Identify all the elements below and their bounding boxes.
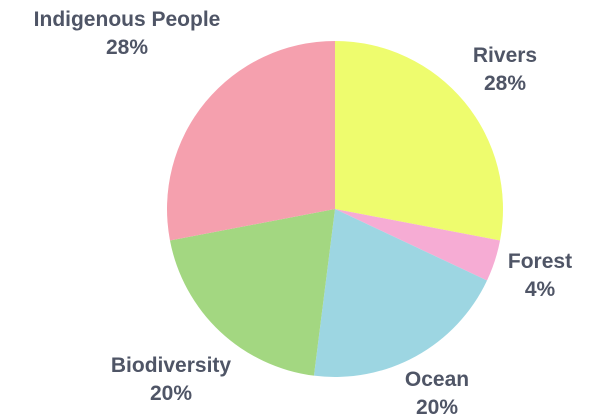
slice-value-ocean: 20% — [416, 396, 458, 419]
slice-value-rivers: 28% — [484, 72, 526, 95]
slice-label-indigenous-people: Indigenous People — [34, 8, 221, 31]
pie-slice-forest — [335, 209, 501, 281]
slice-label-rivers: Rivers — [473, 44, 537, 67]
slice-value-forest: 4% — [525, 278, 556, 301]
pie-slice-biodiversity — [169, 209, 335, 376]
slice-label-biodiversity: Biodiversity — [111, 354, 232, 377]
slice-label-ocean: Ocean — [405, 368, 469, 391]
pie-slice-ocean — [313, 209, 488, 378]
slice-value-biodiversity: 20% — [150, 382, 192, 405]
slice-label-forest: Forest — [508, 250, 572, 273]
pie-slice-rivers — [335, 41, 503, 241]
slice-value-indigenous-people: 28% — [106, 36, 148, 59]
pie-slice-indigenous-people — [167, 41, 335, 241]
